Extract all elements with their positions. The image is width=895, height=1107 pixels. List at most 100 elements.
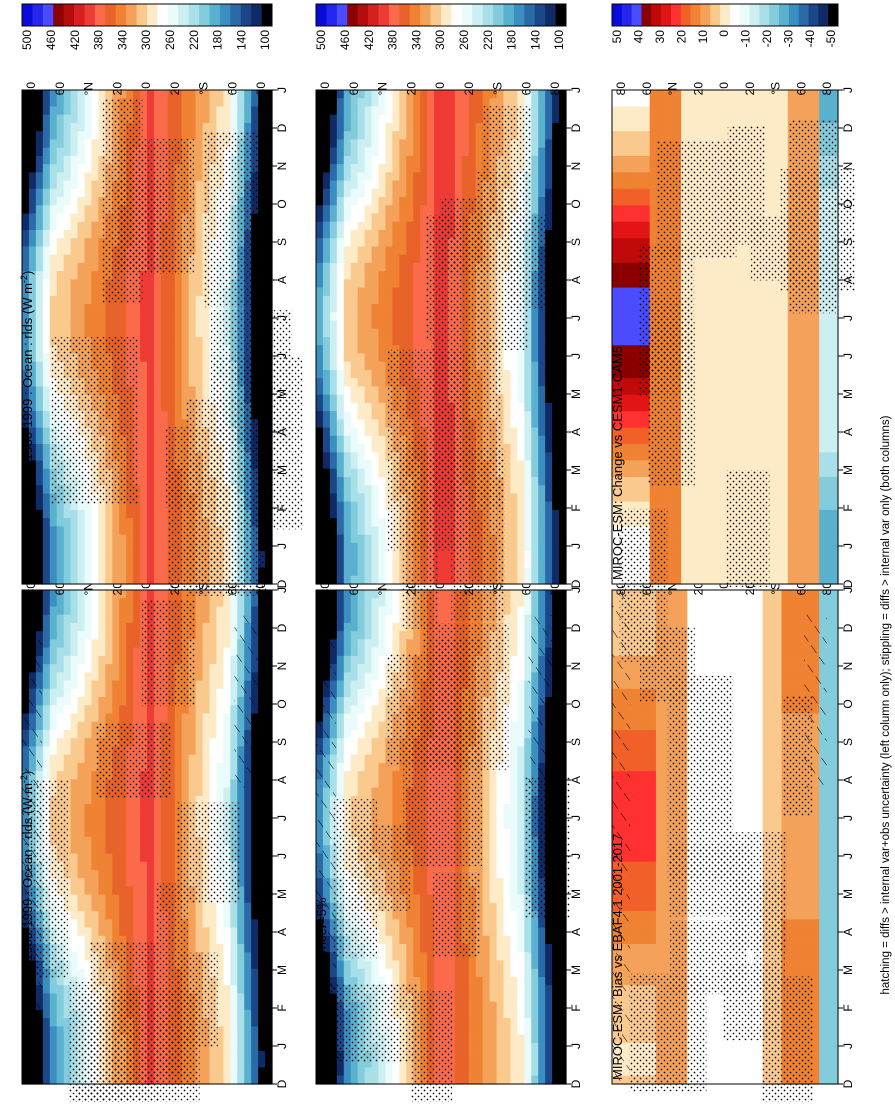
- heat-cell: [112, 568, 120, 577]
- heat-cell: [244, 1051, 252, 1060]
- colorbar-label: 460: [44, 30, 58, 50]
- heat-cell: [43, 205, 51, 214]
- colorbar-swatch: [32, 4, 43, 26]
- heat-cell: [210, 689, 218, 698]
- heat-cell: [210, 115, 218, 124]
- heat-cell: [133, 903, 141, 912]
- heat-cell: [203, 98, 211, 107]
- heat-cell: [265, 615, 273, 624]
- heat-cell: [154, 419, 162, 428]
- heat-cell: [57, 1010, 65, 1019]
- heat-cell: [154, 590, 162, 599]
- title-close: ): [20, 771, 35, 775]
- heat-cell: [351, 623, 359, 632]
- heat-cell: [140, 895, 148, 904]
- heat-cell: [126, 903, 134, 912]
- heat-cell: [365, 705, 373, 714]
- heat-cell: [126, 821, 134, 830]
- heat-cell: [223, 1035, 231, 1044]
- heat-cell: [98, 526, 106, 535]
- heat-cell: [337, 672, 345, 681]
- heat-cell: [57, 296, 65, 305]
- heat-cell: [71, 559, 79, 568]
- heat-cell: [105, 812, 113, 821]
- heat-cell: [244, 829, 252, 838]
- heat-cell: [147, 551, 155, 560]
- heat-cell: [223, 730, 231, 739]
- heat-cell: [119, 656, 127, 665]
- heat-cell: [251, 598, 259, 607]
- heat-cell: [351, 746, 359, 755]
- heat-cell: [64, 526, 72, 535]
- heat-cell: [244, 1035, 252, 1044]
- heat-cell: [22, 164, 30, 173]
- heat-cell: [85, 763, 93, 772]
- heat-cell: [78, 559, 86, 568]
- heat-cell: [126, 697, 134, 706]
- heat-cell: [244, 936, 252, 945]
- heat-cell: [251, 895, 259, 904]
- heat-cell: [85, 288, 93, 297]
- heat-cell: [203, 689, 211, 698]
- heat-cell: [210, 944, 218, 953]
- heat-cell: [50, 606, 58, 615]
- heat-cell: [133, 911, 141, 920]
- panel-p1: DJFMAMJJASONDJ8060°N20020°S6080MIROC-ESM…: [19, 582, 289, 1102]
- heat-cell: [244, 977, 252, 986]
- heat-cell: [344, 1068, 352, 1077]
- heat-cell: [203, 936, 211, 945]
- heat-cell: [43, 419, 51, 428]
- heat-cell: [168, 837, 176, 846]
- heat-cell: [258, 788, 266, 797]
- heat-cell: [91, 197, 99, 206]
- heat-cell: [203, 321, 211, 330]
- heat-cell: [36, 362, 44, 371]
- heat-cell: [126, 598, 134, 607]
- heat-cell: [161, 510, 169, 519]
- heat-cell: [91, 164, 99, 173]
- heat-cell: [22, 189, 30, 198]
- heat-cell: [43, 131, 51, 140]
- heat-cell: [43, 123, 51, 132]
- heat-cell: [64, 279, 72, 288]
- heat-cell: [244, 961, 252, 970]
- heat-cell: [203, 345, 211, 354]
- heat-cell: [119, 895, 127, 904]
- heat-cell: [154, 131, 162, 140]
- month-tick-label: F: [275, 504, 289, 511]
- heat-cell: [36, 189, 44, 198]
- heat-cell: [265, 903, 273, 912]
- heat-cell: [237, 919, 245, 928]
- heat-cell: [140, 886, 148, 895]
- colorbar-swatch: [251, 4, 262, 26]
- heat-cell: [91, 189, 99, 198]
- heat-cell: [358, 755, 366, 764]
- heat-cell: [140, 535, 148, 544]
- heat-cell: [71, 837, 79, 846]
- heat-cell: [203, 1059, 211, 1068]
- heat-cell: [337, 788, 345, 797]
- heat-cell: [344, 779, 352, 788]
- heat-cell: [126, 911, 134, 920]
- heat-cell: [161, 378, 169, 387]
- heat-cell: [189, 288, 197, 297]
- heat-cell: [365, 788, 373, 797]
- heat-cell: [50, 681, 58, 690]
- heat-cell: [223, 606, 231, 615]
- heat-cell: [230, 1018, 238, 1027]
- heat-cell: [210, 705, 218, 714]
- heat-cell: [133, 598, 141, 607]
- heat-cell: [71, 518, 79, 527]
- heat-cell: [251, 928, 259, 937]
- heat-cell: [265, 730, 273, 739]
- heat-cell: [43, 502, 51, 511]
- heat-cell: [57, 1068, 65, 1077]
- heat-cell: [43, 1043, 51, 1052]
- heat-cell: [147, 131, 155, 140]
- heat-cell: [36, 181, 44, 190]
- heat-cell: [91, 230, 99, 239]
- heat-cell: [133, 821, 141, 830]
- heat-cell: [258, 919, 266, 928]
- heat-cell: [64, 98, 72, 107]
- heat-cell: [126, 681, 134, 690]
